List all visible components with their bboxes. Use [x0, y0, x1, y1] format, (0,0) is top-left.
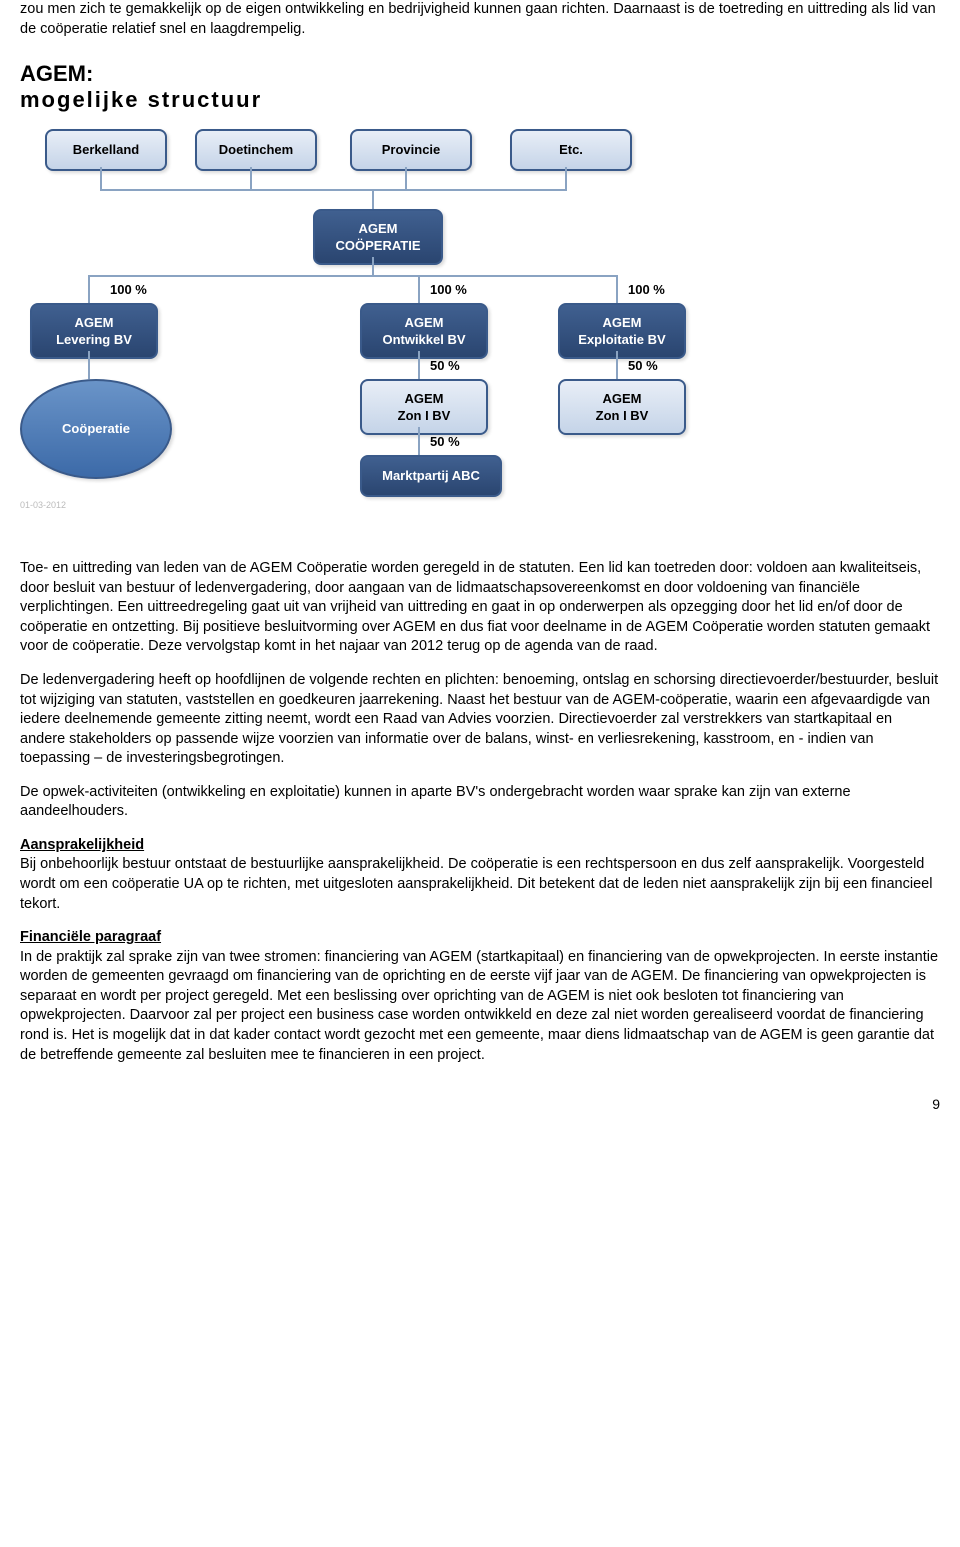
line — [100, 167, 102, 189]
line — [405, 167, 407, 189]
pct-50-c: 50 % — [430, 433, 460, 451]
pct-100-a: 100 % — [110, 281, 147, 299]
heading-aansprakelijkheid: Aansprakelijkheid — [20, 836, 940, 856]
aansprakelijkheid-p: Bij onbehoorlijk bestuur ontstaat de bes… — [20, 855, 940, 914]
line — [418, 351, 420, 379]
line — [616, 351, 618, 379]
intro-paragraph: zou men zich te gemakkelijk op de eigen … — [20, 0, 940, 39]
node-marktpartij: Marktpartij ABC — [360, 455, 502, 497]
node-doetinchem: Doetinchem — [195, 129, 317, 171]
line — [88, 275, 618, 277]
financiele-p: In de praktijk zal sprake zijn van twee … — [20, 948, 940, 1065]
line — [100, 189, 567, 191]
node-exploitatie: AGEM Exploitatie BV — [558, 303, 686, 359]
pct-100-b: 100 % — [430, 281, 467, 299]
heading-financiele: Financiële paragraaf — [20, 928, 940, 948]
pct-100-c: 100 % — [628, 281, 665, 299]
org-diagram: AGEM: mogelijke structuur Berkelland Doe… — [20, 59, 730, 529]
node-levering: AGEM Levering BV — [30, 303, 158, 359]
pct-50-b: 50 % — [628, 357, 658, 375]
line — [565, 167, 567, 189]
node-zon1a: AGEM Zon I BV — [360, 379, 488, 435]
line — [88, 351, 90, 379]
line — [372, 257, 374, 275]
line — [372, 189, 374, 209]
pct-50-a: 50 % — [430, 357, 460, 375]
node-etc: Etc. — [510, 129, 632, 171]
diagram-date: 01-03-2012 — [20, 499, 66, 511]
ellipse-cooperatie: Coöperatie — [20, 379, 172, 479]
line — [250, 167, 252, 189]
node-berkelland: Berkelland — [45, 129, 167, 171]
page-number: 9 — [20, 1095, 940, 1114]
body-p3: De opwek-activiteiten (ontwikkeling en e… — [20, 783, 940, 822]
line — [616, 275, 618, 303]
node-zon1b: AGEM Zon I BV — [558, 379, 686, 435]
body-p2: De ledenvergadering heeft op hoofdlijnen… — [20, 671, 940, 769]
line — [418, 427, 420, 455]
line — [88, 275, 90, 303]
diagram-title-2: mogelijke structuur — [20, 85, 262, 115]
node-provincie: Provincie — [350, 129, 472, 171]
node-agem-coop: AGEM COÖPERATIE — [313, 209, 443, 265]
line — [418, 275, 420, 303]
node-ontwikkel: AGEM Ontwikkel BV — [360, 303, 488, 359]
body-p1: Toe- en uittreding van leden van de AGEM… — [20, 559, 940, 657]
